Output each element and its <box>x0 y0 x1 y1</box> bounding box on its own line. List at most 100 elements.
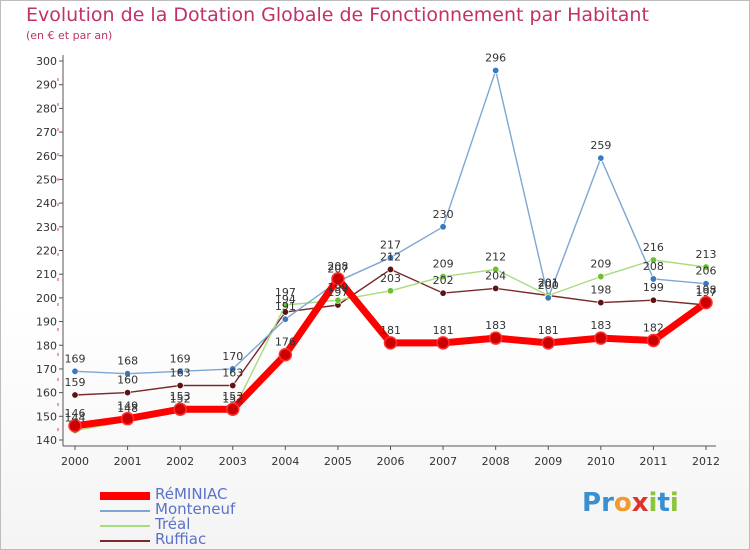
data-point-ruffiac <box>124 389 132 397</box>
x-tick-label: 2002 <box>166 455 194 468</box>
data-label-ruffiac: 201 <box>538 277 559 290</box>
data-point-monteneuf <box>176 367 184 375</box>
data-label-treal: 201 <box>538 277 559 290</box>
data-label-monteneuf: 259 <box>590 139 611 152</box>
logo-letter: i <box>648 488 658 518</box>
data-point-monteneuf <box>702 280 710 288</box>
data-label-ruffiac: 199 <box>643 281 664 294</box>
y-tick-label: 260 <box>36 150 57 163</box>
data-point-monteneuf <box>439 223 447 231</box>
y-tick-label: 290 <box>36 79 57 92</box>
x-tick-label: 2004 <box>271 455 299 468</box>
data-point-treal <box>649 256 657 264</box>
data-label-monteneuf: 217 <box>380 239 401 252</box>
logo-letter: i <box>669 488 679 518</box>
y-tick-label: 190 <box>36 316 57 329</box>
data-label-reminiac: 183 <box>485 319 506 332</box>
data-label-treal: 203 <box>380 272 401 285</box>
y-tick-label: 240 <box>36 197 57 210</box>
data-point-monteneuf <box>597 154 605 162</box>
data-point-reminiac <box>120 411 135 426</box>
legend-label-reminiac: RéMINIAC <box>155 485 228 503</box>
data-label-monteneuf: 206 <box>696 265 717 278</box>
data-label-treal: 144 <box>65 412 86 425</box>
data-label-monteneuf: 170 <box>222 350 243 363</box>
data-label-treal: 152 <box>222 393 243 406</box>
data-label-ruffiac: 202 <box>433 274 454 287</box>
data-label-monteneuf: 207 <box>327 262 348 275</box>
chart-title: Evolution de la Dotation Globale de Fonc… <box>26 4 649 26</box>
data-point-reminiac <box>278 347 293 362</box>
data-label-treal: 212 <box>485 250 506 263</box>
data-point-treal <box>597 273 605 281</box>
data-point-reminiac <box>173 402 187 416</box>
data-label-reminiac: 176 <box>275 336 296 349</box>
x-tick-label: 2001 <box>114 455 142 468</box>
data-point-treal <box>281 301 289 309</box>
logo-letter: t <box>657 488 670 518</box>
y-tick-label: 160 <box>36 387 57 400</box>
data-point-reminiac <box>226 402 240 416</box>
data-label-monteneuf: 169 <box>170 352 191 365</box>
x-tick-label: 2006 <box>377 455 405 468</box>
x-tick-label: 2007 <box>429 455 457 468</box>
data-point-reminiac <box>541 336 555 350</box>
legend-label-treal: Tréal <box>155 515 191 533</box>
data-label-monteneuf: 169 <box>65 352 86 365</box>
y-tick-label: 230 <box>36 221 57 234</box>
logo-letter: P <box>582 488 602 518</box>
data-label-reminiac: 198 <box>696 284 717 297</box>
data-point-treal <box>492 265 500 273</box>
data-point-reminiac <box>383 336 398 350</box>
data-point-ruffiac <box>439 289 447 297</box>
data-label-monteneuf: 230 <box>433 208 454 221</box>
data-label-ruffiac: 212 <box>380 250 401 263</box>
logo-letter: o <box>613 488 632 518</box>
data-label-reminiac: 183 <box>590 319 611 332</box>
y-tick-label: 200 <box>36 292 57 305</box>
x-tick-label: 2005 <box>324 455 352 468</box>
y-tick-label: 270 <box>36 126 57 139</box>
y-tick-label: 280 <box>36 102 57 115</box>
data-label-ruffiac: 163 <box>222 367 243 380</box>
y-tick-label: 180 <box>36 339 57 352</box>
data-point-reminiac <box>488 331 503 345</box>
data-label-ruffiac: 194 <box>275 293 296 306</box>
proxiti-logo: Proxiti <box>582 488 679 518</box>
chart-subtitle: (en € et par an) <box>26 29 113 42</box>
data-label-monteneuf: 296 <box>485 51 506 64</box>
data-point-reminiac <box>699 295 713 310</box>
data-point-treal <box>386 287 394 295</box>
data-label-treal: 148 <box>117 402 138 415</box>
data-label-treal: 209 <box>590 258 611 271</box>
data-point-reminiac <box>436 336 450 350</box>
y-tick-label: 170 <box>36 363 57 376</box>
data-point-ruffiac <box>176 382 184 390</box>
y-tick-label: 250 <box>36 173 57 186</box>
data-point-reminiac <box>594 331 608 345</box>
x-tick-label: 2008 <box>482 455 510 468</box>
data-point-monteneuf <box>281 315 289 323</box>
y-tick-label: 220 <box>36 245 57 258</box>
legend-label-monteneuf: Monteneuf <box>155 500 236 518</box>
data-label-monteneuf: 168 <box>117 355 138 368</box>
series-layer <box>68 66 713 435</box>
data-point-reminiac <box>68 419 82 433</box>
x-tick-label: 2003 <box>219 455 247 468</box>
data-label-reminiac: 182 <box>643 322 664 335</box>
data-label-reminiac: 208 <box>327 260 348 273</box>
data-label-treal: 216 <box>643 241 664 254</box>
legend-swatch-ruffiac <box>100 540 150 542</box>
data-label-reminiac: 181 <box>538 324 559 337</box>
data-label-reminiac: 181 <box>380 324 401 337</box>
data-label-treal: 209 <box>433 258 454 271</box>
data-label-monteneuf: 191 <box>275 300 296 313</box>
data-point-treal <box>439 273 447 281</box>
x-tick-label: 2010 <box>587 455 615 468</box>
data-point-monteneuf <box>386 254 394 262</box>
data-label-reminiac: 181 <box>433 324 454 337</box>
data-label-treal: 197 <box>275 286 296 299</box>
data-point-reminiac <box>331 272 345 286</box>
